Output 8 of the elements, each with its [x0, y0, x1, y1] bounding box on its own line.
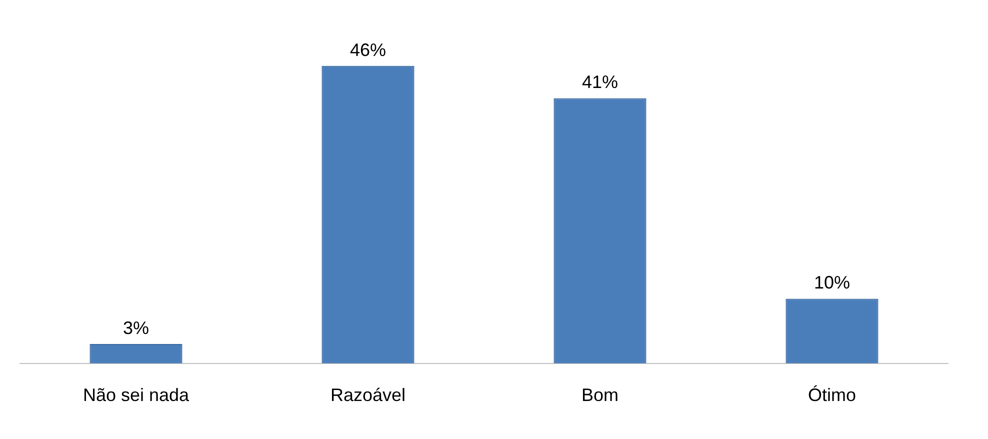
x-tick-label: Razoável — [330, 385, 406, 406]
x-tick-label: Não sei nada — [82, 385, 190, 406]
data-label: 41% — [582, 72, 618, 92]
x-tick-label: Bom — [581, 385, 619, 406]
data-label: 46% — [350, 40, 386, 60]
data-label: 3% — [122, 318, 150, 338]
x-tick-label: Ótimo — [808, 385, 856, 406]
data-label: 10% — [814, 272, 850, 293]
